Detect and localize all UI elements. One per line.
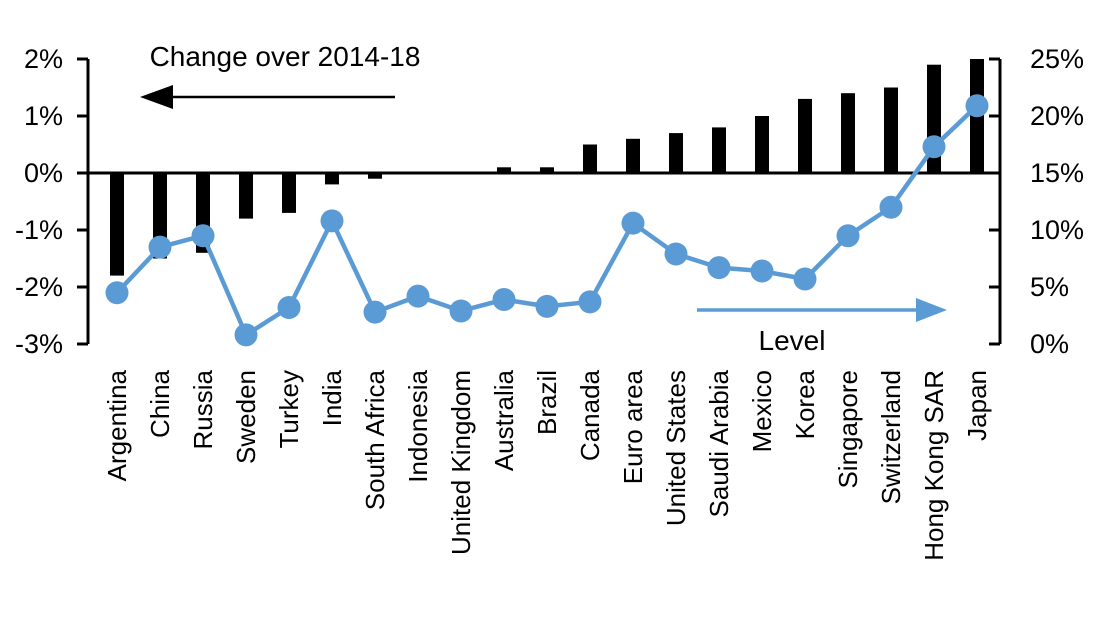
level-marker-Sweden — [234, 323, 258, 347]
category-label-Mexico: Mexico — [747, 370, 777, 452]
level-marker-United States — [664, 242, 688, 266]
bar-Australia — [497, 167, 511, 173]
category-label-United States: United States — [661, 370, 691, 526]
bar-Singapore — [841, 93, 855, 173]
left-axis-tick-label: 1% — [24, 101, 63, 131]
category-label-Brazil: Brazil — [532, 370, 562, 435]
bar-South Africa — [368, 173, 382, 179]
level-marker-Switzerland — [879, 195, 903, 219]
right-axis-tick-label: 15% — [1030, 158, 1084, 188]
left-axis-tick-label: 2% — [24, 44, 63, 74]
category-label-Indonesia: Indonesia — [403, 369, 433, 482]
bar-Switzerland — [884, 87, 898, 173]
left-axis-tick-label: -3% — [15, 329, 63, 359]
level-marker-Indonesia — [406, 284, 430, 308]
category-label-Australia: Australia — [489, 369, 519, 471]
right-axis-ticks — [989, 57, 1000, 346]
right-axis-tick-label: 25% — [1030, 44, 1084, 74]
bar-Argentina — [110, 173, 124, 276]
bar-India — [325, 173, 339, 185]
bar-United States — [669, 133, 683, 173]
category-label-Hong Kong SAR: Hong Kong SAR — [919, 370, 949, 561]
category-label-Korea: Korea — [790, 369, 820, 439]
bar-Mexico — [755, 116, 769, 173]
category-axis-labels: Argentina China Russia Sweden Turkey India Sou… — [102, 369, 992, 560]
bar-Sweden — [239, 173, 253, 219]
category-label-Sweden: Sweden — [231, 370, 261, 464]
level-marker-India — [320, 209, 344, 233]
category-label-Argentina: Argentina — [102, 369, 132, 481]
right-axis-tick-label: 0% — [1030, 329, 1069, 359]
category-label-Saudi Arabia: Saudi Arabia — [704, 369, 734, 517]
left-axis-tick-labels: 2% 1% 0% -1% -2% -3% — [15, 44, 63, 359]
bar-Euro area — [626, 138, 640, 173]
level-marker-Korea — [793, 267, 817, 291]
category-label-China: China — [145, 369, 175, 437]
category-label-Japan: Japan — [962, 370, 992, 441]
level-marker-Mexico — [750, 259, 774, 283]
level-marker-Russia — [191, 224, 215, 248]
level-marker-Saudi Arabia — [707, 256, 731, 280]
right-axis-tick-label: 5% — [1030, 272, 1069, 302]
bar-Brazil — [540, 167, 554, 173]
category-label-United Kingdom: United Kingdom — [446, 370, 476, 555]
category-label-Russia: Russia — [188, 369, 218, 449]
right-axis-tick-labels: 25% 20% 15% 10% 5% 0% — [1030, 44, 1084, 359]
bar-Saudi Arabia — [712, 127, 726, 173]
level-marker-Euro area — [621, 211, 645, 235]
category-label-Euro area: Euro area — [618, 369, 648, 484]
right-axis-tick-label: 10% — [1030, 215, 1084, 245]
level-marker-South Africa — [363, 300, 387, 324]
category-label-South Africa: South Africa — [360, 369, 390, 510]
level-marker-Brazil — [535, 294, 559, 318]
level-marker-Canada — [578, 290, 602, 314]
level-marker-China — [148, 235, 172, 259]
right-arrow-head-icon — [916, 298, 947, 322]
level-marker-Hong Kong SAR — [922, 135, 946, 159]
level-marker-United Kingdom — [449, 299, 473, 323]
category-label-India: India — [317, 369, 347, 426]
right-axis-tick-label: 20% — [1030, 101, 1084, 131]
left-axis-tick-label: -2% — [15, 272, 63, 302]
category-label-Singapore: Singapore — [833, 370, 863, 489]
left-series-title: Change over 2014-18 — [150, 41, 421, 72]
level-marker-Argentina — [105, 281, 129, 305]
left-axis-tick-label: 0% — [24, 158, 63, 188]
category-label-Turkey: Turkey — [274, 370, 304, 449]
bar-Korea — [798, 98, 812, 173]
left-arrow-head-icon — [140, 85, 173, 109]
left-axis-tick-label: -1% — [15, 215, 63, 245]
bar-Turkey — [282, 173, 296, 213]
category-label-Canada: Canada — [575, 369, 605, 461]
category-label-Switzerland: Switzerland — [876, 370, 906, 504]
right-series-label: Level — [759, 325, 826, 356]
bar-Canada — [583, 144, 597, 173]
level-marker-Japan — [965, 94, 989, 118]
level-marker-Singapore — [836, 224, 860, 248]
level-line-series — [105, 94, 989, 347]
level-marker-Turkey — [277, 296, 301, 320]
level-marker-Australia — [492, 288, 516, 312]
left-axis-ticks — [77, 57, 88, 346]
